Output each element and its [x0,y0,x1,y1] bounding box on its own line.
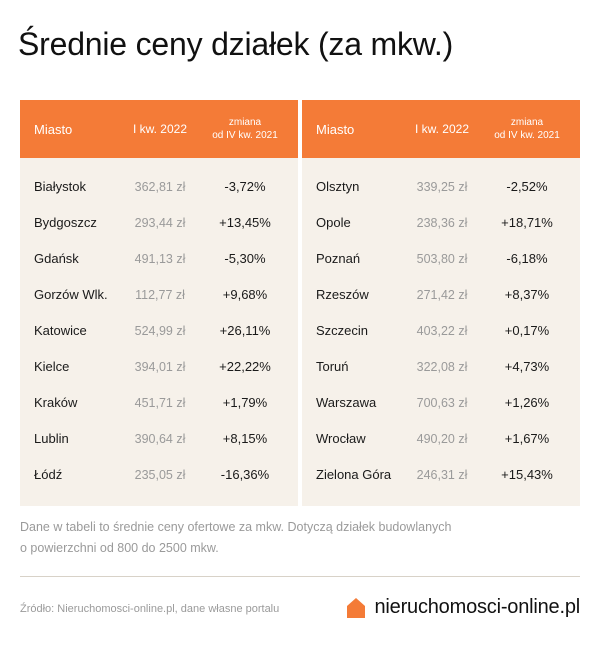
table-row: Gdańsk 491,13 zł -5,30% [20,243,298,279]
change-cell: +22,22% [219,359,271,374]
table-row: Opole 238,36 zł +18,71% [302,207,580,243]
price-cell: 112,77 zł [135,288,185,302]
city-cell: Rzeszów [316,287,369,302]
table-row: Warszawa 700,63 zł +1,26% [302,387,580,423]
header-change-line1: zmiana [228,117,262,128]
price-cell: 503,80 zł [416,252,468,266]
house-icon [347,597,366,618]
price-cell: 362,81 zł [134,180,186,194]
table-row: Rzeszów 271,42 zł +8,37% [302,279,580,315]
change-cell: +8,15% [222,431,268,446]
header-change-line2: od IV kw. 2021 [212,130,278,141]
table-row: Katowice 524,99 zł +26,11% [20,315,298,351]
table-row: Olsztyn 339,25 zł -2,52% [302,171,580,207]
city-cell: Zielona Góra [316,467,392,482]
change-cell: +4,73% [504,359,550,374]
logo-text: nieruchomosci-online.pl [374,596,580,618]
city-cell: Opole [316,215,351,230]
price-cell: 490,20 zł [416,432,468,446]
footnote-line1: Dane w tabeli to średnie ceny ofertowe z… [20,520,452,534]
city-cell: Szczecin [316,323,369,338]
table-header: Miasto I kw. 2022 zmiana od IV kw. 2021 [302,100,580,158]
change-cell: +13,45% [219,215,271,230]
price-cell: 293,44 zł [134,216,186,230]
header-price: I kw. 2022 [414,122,470,136]
city-cell: Bydgoszcz [34,215,97,230]
price-cell: 271,42 zł [416,288,468,302]
table-row: Toruń 322,08 zł +4,73% [302,351,580,387]
city-cell: Łódź [34,467,63,482]
header-change: zmiana od IV kw. 2021 [482,116,572,142]
table-left: Miasto I kw. 2022 zmiana od IV kw. 2021 … [20,100,298,506]
change-cell: -2,52% [506,179,548,194]
city-cell: Gorzów Wlk. [34,287,108,302]
header-city: Miasto [316,121,355,137]
table-row: Zielona Góra 246,31 zł +15,43% [302,459,580,495]
change-cell: +8,37% [504,287,550,302]
source-text: Źródło: Nieruchomosci-online.pl, dane wł… [20,603,280,615]
table-row: Bydgoszcz 293,44 zł +13,45% [20,207,298,243]
footnote: Dane w tabeli to średnie ceny ofertowe z… [20,517,580,559]
price-cell: 700,63 zł [416,396,468,410]
price-cell: 238,36 zł [416,216,468,230]
table-row: Poznań 503,80 zł -6,18% [302,243,580,279]
city-cell: Katowice [34,323,87,338]
city-cell: Białystok [34,179,87,194]
price-cell: 390,64 zł [134,432,186,446]
table-row: Kielce 394,01 zł +22,22% [20,351,298,387]
city-cell: Olsztyn [316,179,360,194]
price-cell: 451,71 zł [134,396,186,410]
change-cell: +9,68% [222,287,268,302]
header-change: zmiana od IV kw. 2021 [200,116,290,142]
brand-logo: nieruchomosci-online.pl [346,596,580,619]
divider [20,576,580,577]
price-cell: 403,22 zł [416,324,468,338]
price-cell: 322,08 zł [416,360,468,374]
table-body: Olsztyn 339,25 zł -2,52% Opole 238,36 zł +18,… [302,158,580,495]
table-header: Miasto I kw. 2022 zmiana od IV kw. 2021 [20,100,298,158]
city-cell: Poznań [316,251,361,266]
table-right: Miasto I kw. 2022 zmiana od IV kw. 2021 … [302,100,580,506]
change-cell: +1,79% [222,395,268,410]
page-title: Średnie ceny działek (za mkw.) [18,26,454,62]
price-cell: 524,99 zł [134,324,186,338]
city-cell: Kraków [34,395,78,410]
change-cell: +15,43% [501,467,553,482]
change-cell: +1,67% [504,431,550,446]
change-cell: +18,71% [501,215,553,230]
change-cell: -3,72% [224,179,266,194]
change-cell: +1,26% [504,395,550,410]
city-cell: Wrocław [316,431,366,446]
table-row: Wrocław 490,20 zł +1,67% [302,423,580,459]
table-row: Kraków 451,71 zł +1,79% [20,387,298,423]
table-row: Łódź 235,05 zł -16,36% [20,459,298,495]
city-cell: Toruń [316,359,349,374]
price-cell: 235,05 zł [134,468,186,482]
city-cell: Warszawa [316,395,377,410]
change-cell: -5,30% [224,251,266,266]
table-row: Gorzów Wlk. 112,77 zł +9,68% [20,279,298,315]
table-row: Szczecin 403,22 zł +0,17% [302,315,580,351]
header-change-line1: zmiana [510,117,544,128]
change-cell: -16,36% [220,467,270,482]
price-cell: 394,01 zł [134,360,186,374]
table-body: Białystok 362,81 zł -3,72% Bydgoszcz 293,44 … [20,158,298,495]
header-city: Miasto [34,121,73,137]
change-cell: +26,11% [219,323,271,338]
price-cell: 339,25 zł [416,180,468,194]
change-cell: +0,17% [504,323,550,338]
table-row: Lublin 390,64 zł +8,15% [20,423,298,459]
header-change-line2: od IV kw. 2021 [494,130,560,141]
table-row: Białystok 362,81 zł -3,72% [20,171,298,207]
city-cell: Kielce [34,359,70,374]
footnote-line2: o powierzchni od 800 do 2500 mkw. [20,541,219,555]
header-price: I kw. 2022 [132,122,188,136]
price-cell: 246,31 zł [416,468,468,482]
change-cell: -6,18% [506,251,548,266]
city-cell: Lublin [34,431,69,446]
city-cell: Gdańsk [34,251,79,266]
price-cell: 491,13 zł [134,252,186,266]
price-tables: Miasto I kw. 2022 zmiana od IV kw. 2021 … [20,100,580,506]
